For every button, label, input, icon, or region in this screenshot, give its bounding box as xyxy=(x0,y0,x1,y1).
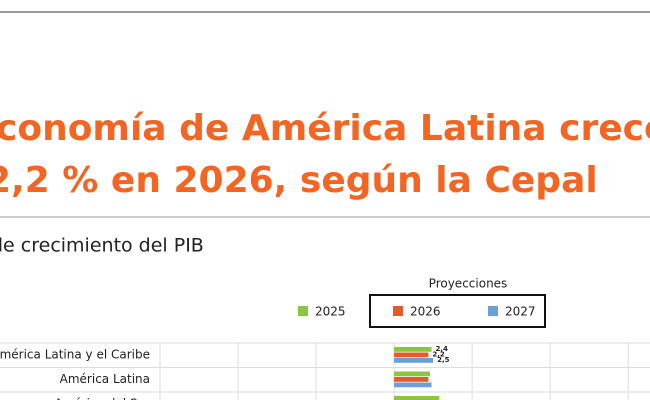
bar xyxy=(394,382,432,388)
chart-title: 2,2 % en 2026, según la Cepal xyxy=(0,160,598,201)
value-label: 2,5 xyxy=(437,356,450,364)
bar xyxy=(394,352,429,358)
y-tick-label: América Latina xyxy=(60,372,150,386)
legend-swatch xyxy=(488,306,498,316)
y-tick-label: América Latina y el Caribe xyxy=(0,348,150,362)
legend-heading: Proyecciones xyxy=(429,277,508,291)
legend-swatch xyxy=(298,306,308,316)
chart-title: conomía de América Latina crece xyxy=(0,108,650,149)
bar xyxy=(394,377,429,382)
value-label: 2,2 xyxy=(432,351,445,359)
projection-box xyxy=(369,294,546,328)
bar xyxy=(394,396,440,400)
legend-label: 2027 xyxy=(505,305,536,319)
legend-label: 2026 xyxy=(410,305,441,319)
bar xyxy=(394,371,430,377)
subtitle: de crecimiento del PIB xyxy=(0,235,204,257)
bar xyxy=(394,358,434,363)
legend-swatch xyxy=(393,306,403,316)
legend-label: 2025 xyxy=(315,305,346,319)
value-label: 2,4 xyxy=(436,345,449,353)
y-tick-label: América del Sur xyxy=(54,397,150,400)
bar xyxy=(394,347,432,352)
